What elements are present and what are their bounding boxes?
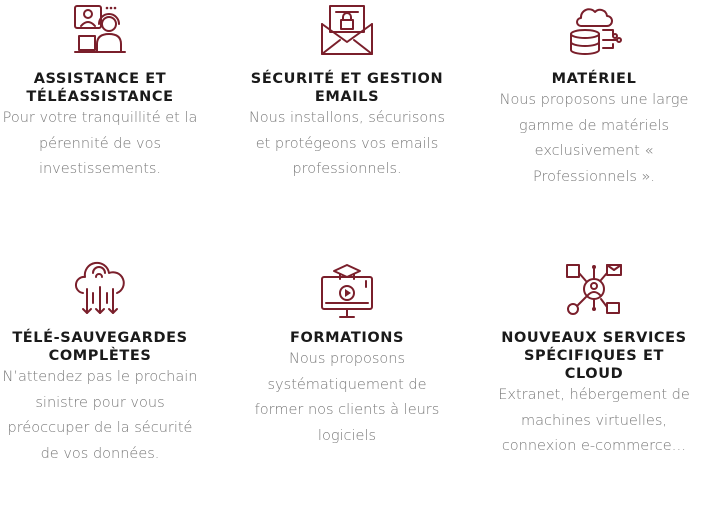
service-card-materiel: MATÉRIEL Nous proposons une large gamme … <box>494 0 694 190</box>
service-description: Nous proposons une large gamme de matéri… <box>499 92 689 185</box>
service-title: MATÉRIEL <box>551 71 637 87</box>
cloud-backup-icon <box>74 261 125 314</box>
database-cloud-icon <box>570 8 622 55</box>
service-description: N’attendez pas le prochain sinistre pour… <box>2 369 198 462</box>
support-agent-icon <box>74 5 126 53</box>
service-card-formations: FORMATIONS Nous proposons systématiqueme… <box>247 259 447 449</box>
service-description: Pour votre tranquillité et la pérennité … <box>2 110 198 177</box>
service-card-cloud: NOUVEAUX SERVICES SPÉCIFIQUES ET CLOUD E… <box>494 259 694 460</box>
service-card-assistance: ASSISTANCE ET TÉLÉASSISTANCE Pour votre … <box>0 0 200 183</box>
service-card-email-security: SÉCURITÉ ET GESTION EMAILS Nous installo… <box>247 0 447 183</box>
service-description: Nous proposons systématiquement de forme… <box>254 351 440 444</box>
service-title: ASSISTANCE ET TÉLÉASSISTANCE <box>26 71 174 105</box>
secure-email-icon <box>321 5 373 55</box>
training-monitor-icon <box>321 264 373 318</box>
service-title: SÉCURITÉ ET GESTION EMAILS <box>250 71 444 105</box>
service-title: FORMATIONS <box>289 330 405 346</box>
service-title: NOUVEAUX SERVICES SPÉCIFIQUES ET CLOUD <box>501 330 687 382</box>
network-services-icon <box>566 264 622 315</box>
service-description: Nous installons, sécurisons et protégeon… <box>248 110 446 177</box>
service-description: Extranet, hébergement de machines virtue… <box>498 387 690 454</box>
service-title: TÉLÉ-SAUVEGARDES COMPLÈTES <box>12 330 188 364</box>
service-card-backup: TÉLÉ-SAUVEGARDES COMPLÈTES N’attendez pa… <box>0 259 200 467</box>
